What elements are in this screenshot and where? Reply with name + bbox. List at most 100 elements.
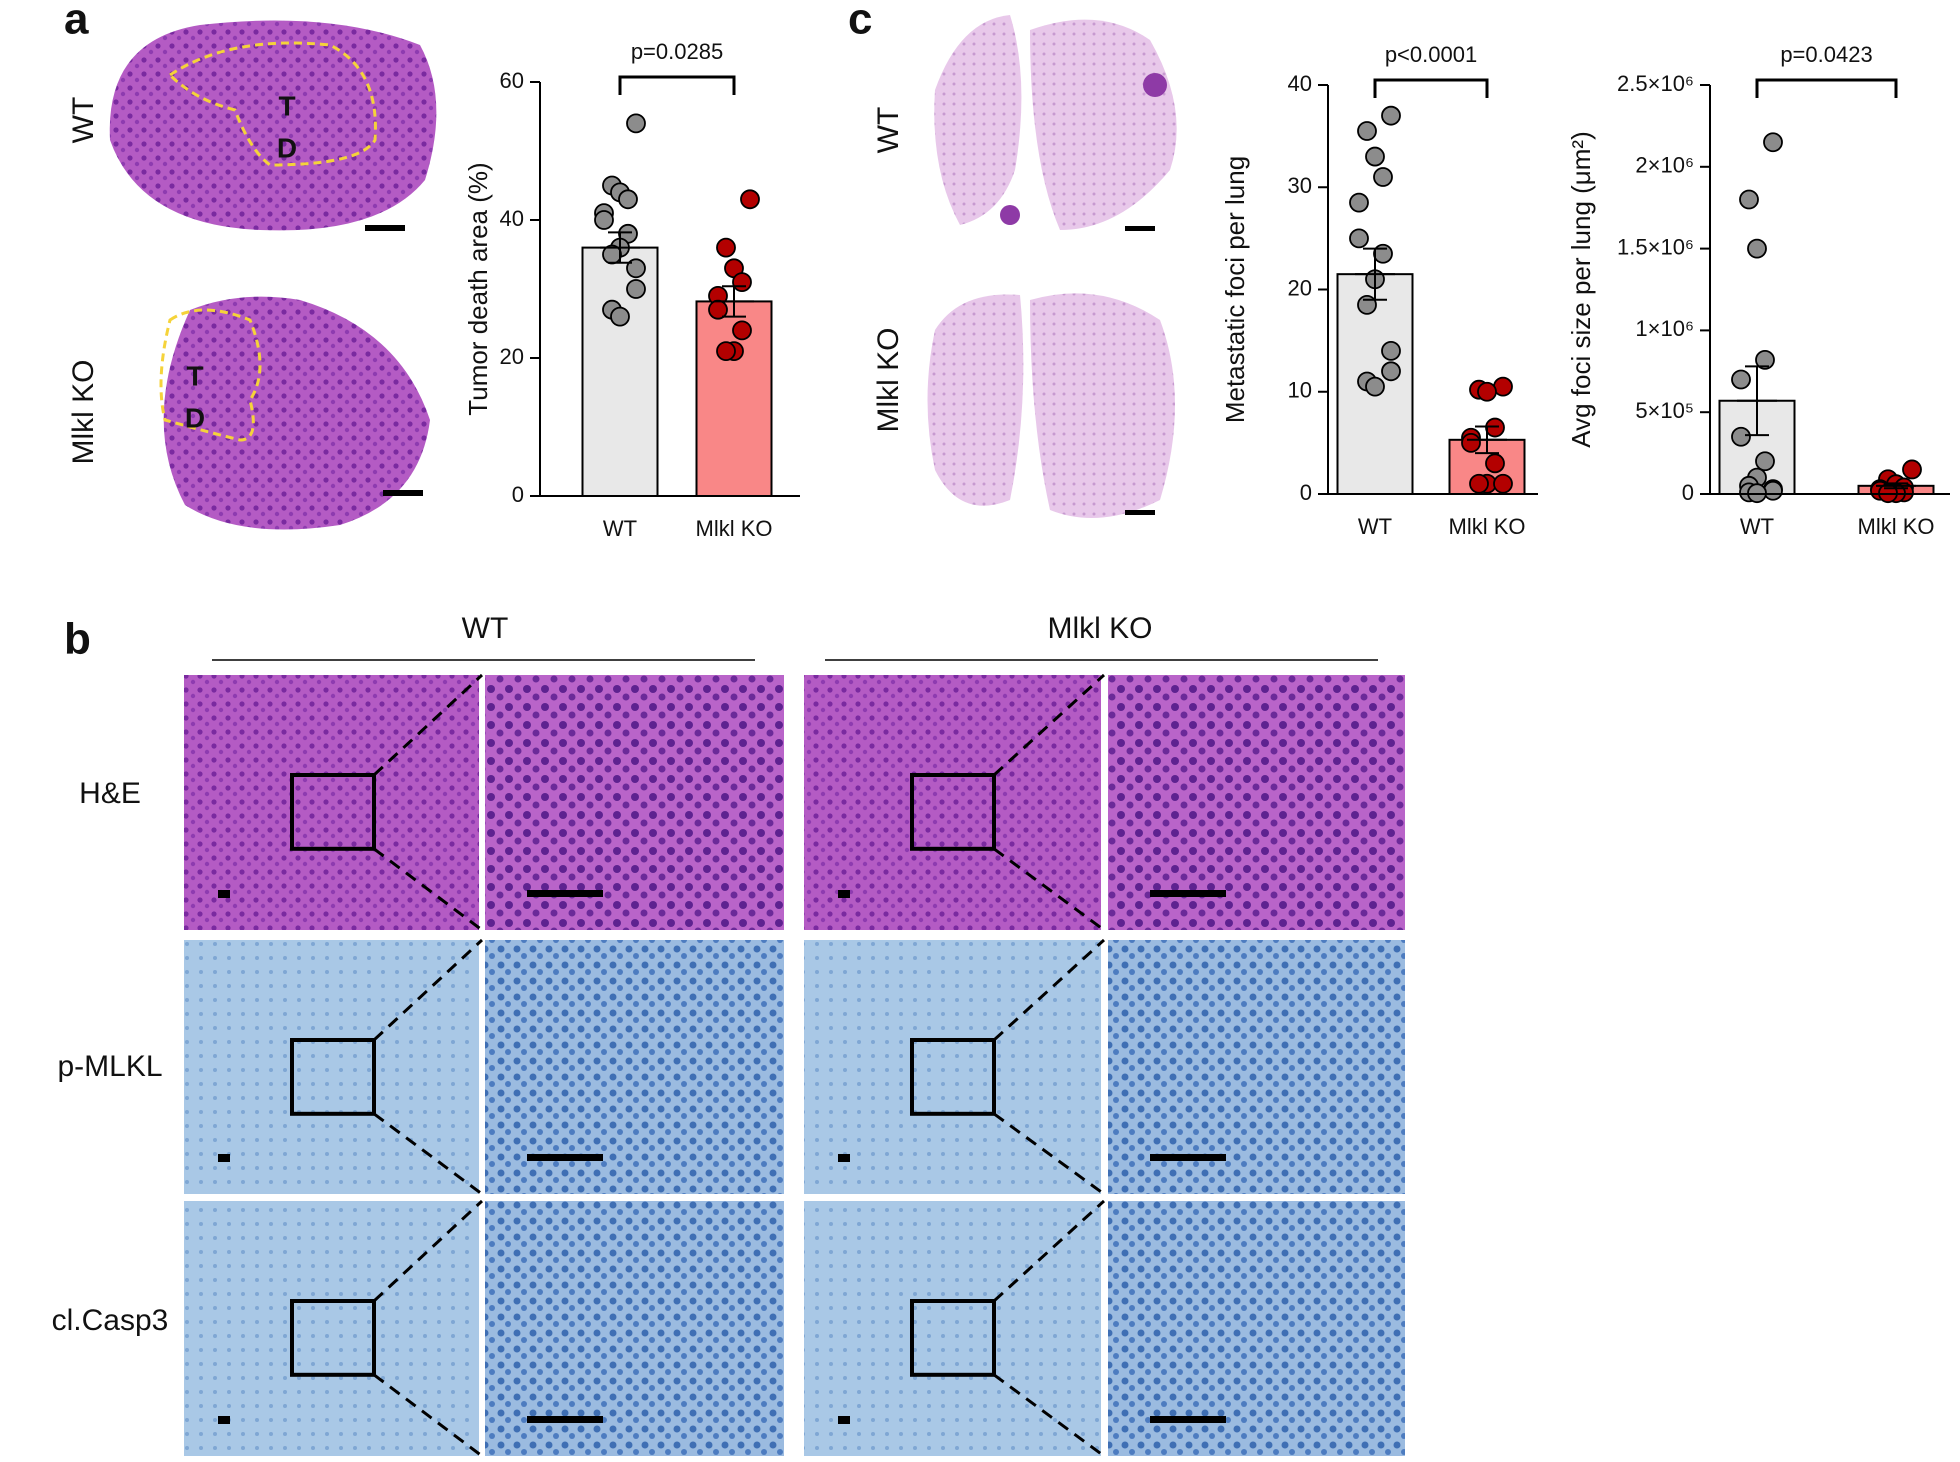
data-point — [626, 279, 646, 299]
y-tick-label: 60 — [500, 68, 524, 93]
stain-label: H&E — [79, 777, 141, 810]
micrograph — [184, 675, 479, 930]
zoom-line — [993, 1373, 1105, 1458]
x-tick-label: Mlkl KO — [1449, 514, 1526, 539]
data-point — [1349, 228, 1369, 249]
data-point — [1373, 167, 1393, 187]
bar — [581, 246, 659, 497]
data-point — [716, 237, 736, 258]
y-tick-label: 2.5×10⁶ — [1617, 71, 1694, 96]
zoom-line — [373, 847, 483, 932]
lung — [1030, 19, 1177, 231]
data-point — [1357, 121, 1377, 141]
data-point — [618, 189, 638, 210]
data-point — [1365, 146, 1385, 167]
scale-bar — [383, 490, 423, 496]
y-tick-label: 0 — [1300, 480, 1312, 505]
data-point — [1755, 451, 1775, 472]
data-point — [1763, 480, 1783, 501]
lung — [1030, 293, 1175, 518]
zoom-box — [910, 773, 996, 851]
zoom-line — [993, 1112, 1105, 1196]
zoom-line — [372, 673, 484, 777]
data-point — [1747, 238, 1767, 259]
stain-label: p-MLKL — [57, 1050, 162, 1083]
x-tick-label: WT — [1358, 514, 1392, 539]
zoom-line — [992, 673, 1106, 777]
data-point — [1477, 381, 1497, 402]
micrograph — [1108, 675, 1405, 930]
scale-bar — [365, 225, 405, 231]
data-point — [1485, 417, 1505, 438]
scale-bar — [838, 1154, 850, 1162]
y-tick-label: 10 — [1288, 378, 1312, 403]
stain-label: cl.Casp3 — [52, 1304, 169, 1337]
micrograph — [184, 940, 479, 1194]
scale-bar — [218, 890, 230, 898]
y-axis-label: Tumor death area (%) — [463, 162, 493, 415]
region-label: D — [277, 132, 297, 163]
data-point — [740, 189, 760, 210]
x-tick-label: WT — [603, 516, 637, 541]
data-point — [1461, 432, 1481, 453]
x-tick-label: Mlkl KO — [696, 516, 773, 541]
zoom-line — [373, 1112, 483, 1196]
lung — [934, 15, 1022, 225]
p-value: p=0.0285 — [631, 39, 723, 64]
y-tick-label: 40 — [1288, 71, 1312, 96]
scale-bar — [1150, 1416, 1226, 1423]
data-point — [1381, 340, 1401, 361]
scale-bar — [1125, 510, 1155, 515]
data-point — [1373, 243, 1393, 264]
data-point — [610, 306, 630, 327]
scale-bar — [838, 890, 850, 898]
zoom-box — [290, 1038, 376, 1116]
row-label: Mlkl KO — [872, 328, 905, 433]
micrograph — [804, 675, 1101, 930]
region-label: T — [278, 90, 295, 121]
data-point — [626, 113, 646, 134]
data-point — [1902, 459, 1922, 480]
focus — [1000, 205, 1020, 225]
y-tick-label: 0 — [512, 482, 524, 507]
zoom-line — [992, 938, 1106, 1042]
focus — [1143, 73, 1167, 97]
scale-bar — [1150, 890, 1226, 897]
tissue — [163, 296, 430, 530]
micrograph — [804, 1201, 1101, 1456]
data-point — [1349, 192, 1369, 213]
sig-bracket — [1373, 78, 1489, 98]
tumor-sections: WT Mlkl KO T D T D — [67, 20, 437, 530]
micrograph — [804, 940, 1101, 1194]
y-tick-label: 5×10⁵ — [1635, 398, 1694, 423]
panel-letter: a — [64, 0, 89, 44]
zoom-box — [910, 1299, 996, 1377]
y-axis-label: Avg foci size per lung (μm²) — [1566, 131, 1596, 448]
data-point — [626, 258, 646, 279]
data-point — [732, 272, 752, 293]
zoom-box — [290, 1299, 376, 1377]
data-point — [1731, 426, 1751, 447]
data-point — [1469, 473, 1489, 494]
group-label: Mlkl KO — [1048, 612, 1153, 645]
group-label: WT — [462, 612, 509, 645]
zoom-box — [910, 1038, 996, 1116]
data-point — [1493, 473, 1513, 494]
y-tick-label: 1×10⁶ — [1635, 316, 1694, 341]
data-point — [1763, 132, 1783, 153]
zoom-box — [290, 773, 376, 851]
data-point — [1485, 453, 1505, 474]
data-point — [1731, 369, 1751, 390]
panel-letter: c — [848, 0, 872, 44]
y-tick-label: 0 — [1682, 480, 1694, 505]
zoom-line — [373, 1373, 483, 1458]
y-tick-label: 20 — [1288, 275, 1312, 300]
sig-bracket — [1755, 78, 1898, 98]
scale-bar — [527, 1154, 603, 1161]
row-label: Mlkl KO — [67, 360, 100, 465]
micrograph — [485, 940, 784, 1194]
row-label: WT — [872, 107, 905, 154]
x-tick-label: WT — [1740, 514, 1774, 539]
data-point — [1365, 376, 1385, 397]
